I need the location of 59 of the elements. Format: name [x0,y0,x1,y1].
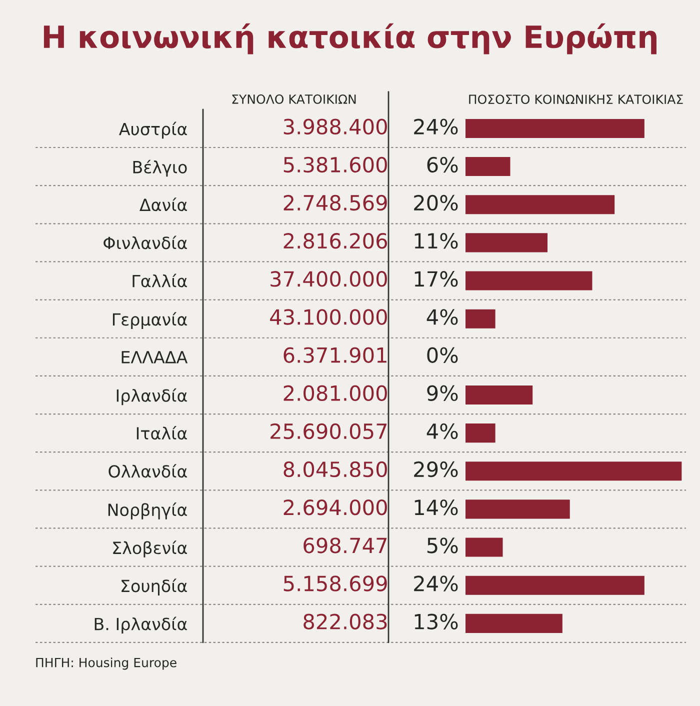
text: 2.748.569 [284,194,387,211]
bar [466,538,503,557]
text: 2.816.206 [284,232,388,249]
data-label: 29% [414,461,458,478]
bar [466,500,570,519]
text: ΣΥΝΟΛΟ ΚΑΤΟΙΚΙΩΝ [232,94,356,104]
bar [466,385,533,404]
chart-title: Η κοινωνική κατοικία στην Ευρώπη [44,23,656,54]
data-label: 24% [414,576,458,592]
y-tick-label: Ολλανδία [108,464,187,478]
y-tick-label: Γερμανία [112,312,187,329]
data-label: 4% [426,309,458,325]
y-tick-label: Σουηδία [122,578,187,596]
y-tick-label: Σλοβενία [113,540,187,558]
bar [466,157,510,176]
bar [466,576,644,595]
data-label: 13% [414,614,458,630]
y-tick-label: Βέλγιο [133,160,187,177]
bar [466,614,562,633]
data-label: 9% [427,385,458,402]
data-label: 14% [414,499,458,516]
bar [466,271,592,290]
data-label: 5% [427,538,458,554]
data-label: 20% [414,194,458,211]
bar [466,233,548,252]
text: 8.045.850 [284,461,387,478]
x-axis-title: ΠΟΣΟΣΤΟ ΚΟΙΝΩΝΙΚΗΣ ΚΑΤΟΙΚΙΑΣ [469,94,683,104]
bar [466,195,615,214]
text: ΠΗΓΗ: Housing Europe [36,658,176,670]
y-tick-label: Β. Ιρλανδία [94,616,187,634]
y-tick-label: ΕΛΛΑΔΑ [122,351,188,364]
text: 2.081.000 [284,385,387,402]
bar [466,309,496,328]
y-tick-label: Φινλανδία [104,236,187,250]
text: 2.694.000 [284,499,387,516]
text: 37.400.000 [270,271,387,287]
data-label: 17% [414,271,458,287]
data-label: 0% [427,347,458,363]
y-tick-label: Αυστρία [119,122,187,139]
text: 43.100.000 [270,309,387,325]
data-label: 6% [427,156,458,173]
data-label: 24% [414,118,458,135]
bar [466,424,496,443]
y-tick-label: Ιρλανδία [116,388,187,406]
text: 5.158.699 [284,576,387,592]
y-tick-label: Νορβηγία [108,502,187,520]
text: 6.371.901 [284,347,386,363]
bar [466,462,682,481]
text: 822.083 [304,614,387,630]
bar [466,118,644,138]
y-tick-label: Γαλλία [132,274,187,288]
text: 3.988.400 [284,118,387,135]
y-tick-label: Ιταλία [136,426,187,440]
y-tick-label: Δανία [140,198,187,212]
data-label: 4% [426,423,458,440]
text: 25.690.057 [270,423,387,440]
text: 698.747 [304,538,387,554]
data-label: 11% [414,232,458,249]
text: 5.381.600 [284,156,387,173]
